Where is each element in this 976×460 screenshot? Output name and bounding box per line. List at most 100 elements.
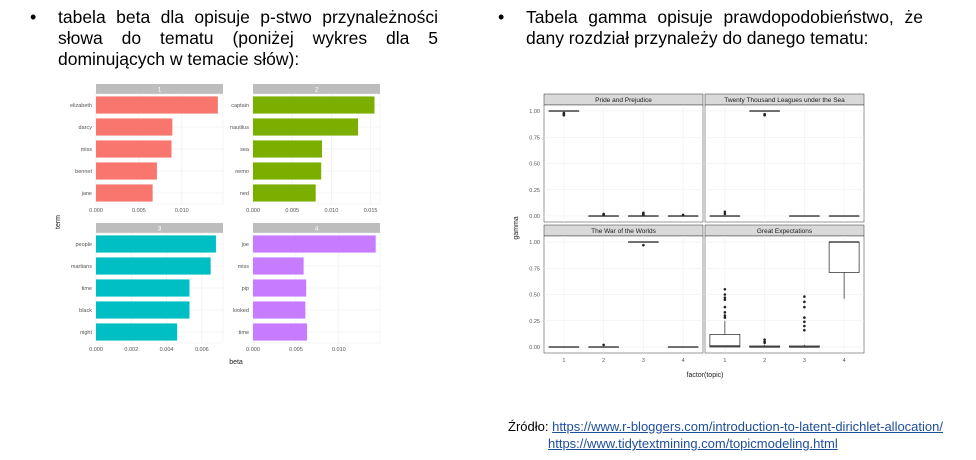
gamma-xtick-label: 4 [843,358,846,364]
gamma-xtick-label: 3 [642,358,645,364]
beta-bar-2-sea [253,140,322,158]
source-block: Źródło: https://www.r-bloggers.com/intro… [508,418,943,452]
beta-term-label: night [80,330,92,336]
gamma-ytick-label: 0.50 [529,293,540,299]
gamma-outlier [763,113,766,117]
beta-term-label: jane [81,191,92,197]
gamma-strip-label: Great Expectations [757,228,813,235]
gamma-xtick-label: 3 [803,358,806,364]
gamma-outlier [602,343,605,347]
source-link-tidytext[interactable]: https://www.tidytextmining.com/topicmode… [548,436,838,451]
gamma-outlier [723,212,727,216]
beta-term-label: captain [231,103,249,109]
beta-bar-1-miss [96,140,172,158]
beta-tick-label: 0.010 [325,208,339,214]
gamma-outlier [723,311,727,314]
gamma-xtick-label: 1 [723,358,726,364]
beta-term-label: black [79,308,92,314]
beta-tick-label: 0.015 [364,208,378,214]
beta-ylabel: term [55,215,62,229]
beta-chart: term beta 1 0.000 0.005 0.010 elizabeth darcy mi… [55,84,381,366]
beta-bar-2-ned [253,184,316,202]
beta-tick-label: 0.002 [124,347,138,353]
beta-tick-label: 0.005 [132,208,146,214]
gamma-outlier [763,341,766,345]
beta-tick-label: 0.006 [195,347,209,353]
gamma-strip-label: The War of the Worlds [591,228,656,235]
beta-strip-4 [253,223,380,233]
beta-bar-1-bennet [96,162,157,180]
beta-bar-4-looked [253,301,306,319]
gamma-ytick-label: 0.00 [529,345,540,351]
beta-strip-1 [96,84,223,94]
beta-tick-label: 0.004 [160,347,174,353]
gamma-box [828,241,860,273]
beta-bar-3-black [96,301,190,319]
gamma-outlier [681,213,685,217]
gamma-ytick-label: 0.75 [529,266,540,272]
gamma-outlier [803,320,806,324]
gamma-outlier [803,300,806,304]
gamma-outlier [723,316,727,319]
gamma-outlier [803,305,806,309]
beta-strip-label-1: 1 [158,87,162,94]
beta-bar-4-joe [253,235,376,253]
gamma-strip-label: Twenty Thousand Leagues under the Sea [724,97,845,104]
gamma-ytick-label: 0.00 [529,214,540,220]
right-paragraph: Tabela gamma opisuje prawdopodobieństwo,… [526,7,923,48]
beta-term-label: ned [240,191,249,197]
beta-term-label: time [239,330,249,336]
beta-term-label: time [82,286,92,292]
left-bullet: • [30,7,37,27]
beta-strip-2 [253,84,380,94]
beta-term-label: people [75,242,92,248]
beta-term-label: pip [242,286,249,292]
beta-tick-label: 0.010 [175,208,189,214]
beta-xlabel: beta [229,359,243,366]
left-paragraph: tabela beta dla opisuje p-stwo przynależ… [58,7,438,69]
beta-bar-3-people [96,235,216,253]
beta-term-label: sea [240,147,250,153]
gamma-outlier [723,287,727,291]
beta-bar-4-miss [253,257,304,275]
gamma-xtick-label: 1 [562,358,565,364]
gamma-outlier [723,296,727,299]
gamma-outlier [803,328,806,332]
gamma-ytick-label: 1.00 [529,109,540,115]
gamma-outlier [803,316,806,319]
beta-term-label: joe [241,242,249,248]
gamma-ytick-label: 0.50 [529,162,540,168]
gamma-ytick-label: 1.00 [529,240,540,246]
gamma-xtick-label: 4 [682,358,685,364]
beta-term-label: bennet [75,169,92,175]
source-label: Źródło: [508,419,549,434]
gamma-outlier [723,298,727,302]
gamma-strip-label: Pride and Prejudice [595,97,652,104]
gamma-outlier [642,211,645,215]
beta-term-label: miss [238,264,250,270]
gamma-chart: gamma factor(topic) Pride and Prejudice 0.0… [513,93,865,379]
beta-tick-label: 0.000 [246,208,260,214]
gamma-ytick-label: 0.75 [529,135,540,141]
beta-bar-1-elizabeth [96,96,218,114]
beta-term-label: looked [233,308,249,314]
beta-strip-label-3: 3 [158,226,162,233]
beta-term-label: martians [71,264,92,270]
gamma-outlier [642,213,645,217]
gamma-xtick-label: 2 [763,358,766,364]
beta-bar-1-darcy [96,118,173,136]
beta-strip-label-4: 4 [315,226,319,233]
beta-tick-label: 0.000 [246,347,260,353]
gamma-outlier [803,295,806,298]
gamma-xtick-label: 2 [602,358,605,364]
gamma-box [709,334,741,348]
beta-bar-2-nautilus [253,118,359,136]
source-link-rbloggers[interactable]: https://www.r-bloggers.com/introduction-… [552,419,943,434]
gamma-ylabel: gamma [513,216,520,239]
beta-strip-3 [96,223,223,233]
beta-bar-4-time [253,323,308,341]
gamma-outlier [642,243,645,247]
beta-term-label: nautilus [230,125,249,131]
gamma-outlier [723,293,727,296]
beta-bar-2-captain [253,96,375,114]
